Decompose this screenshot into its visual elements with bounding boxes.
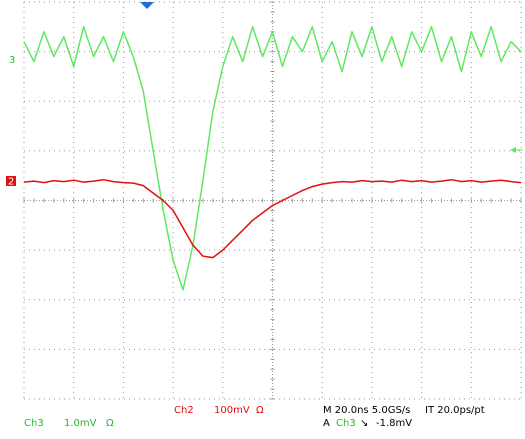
trigger-mode: A [323,418,330,429]
ch2-scale: 100mV [214,405,250,416]
timebase: M 20.0ns 5.0GS/s [323,405,410,416]
ch3-scale: 1.0mV [64,418,97,429]
ch3-coupling: Ω [106,418,114,429]
ch2-coupling: Ω [256,405,264,416]
trigger-source: Ch3 [336,418,356,429]
trace [23,26,522,291]
trigger-slope: ↘ [360,418,368,429]
ch2-label: Ch2 [174,405,194,416]
interval: IT 20.0ps/pt [425,405,485,416]
ch3-marker: 3 [9,55,15,66]
trigger-position [140,2,154,9]
trigger-level [510,147,516,153]
trace [23,178,522,259]
ch2-marker-box [6,176,16,186]
ch2-marker: 2 [8,177,14,188]
ch3-label: Ch3 [24,418,44,429]
trigger-level-text: -1.8mV [376,418,412,429]
